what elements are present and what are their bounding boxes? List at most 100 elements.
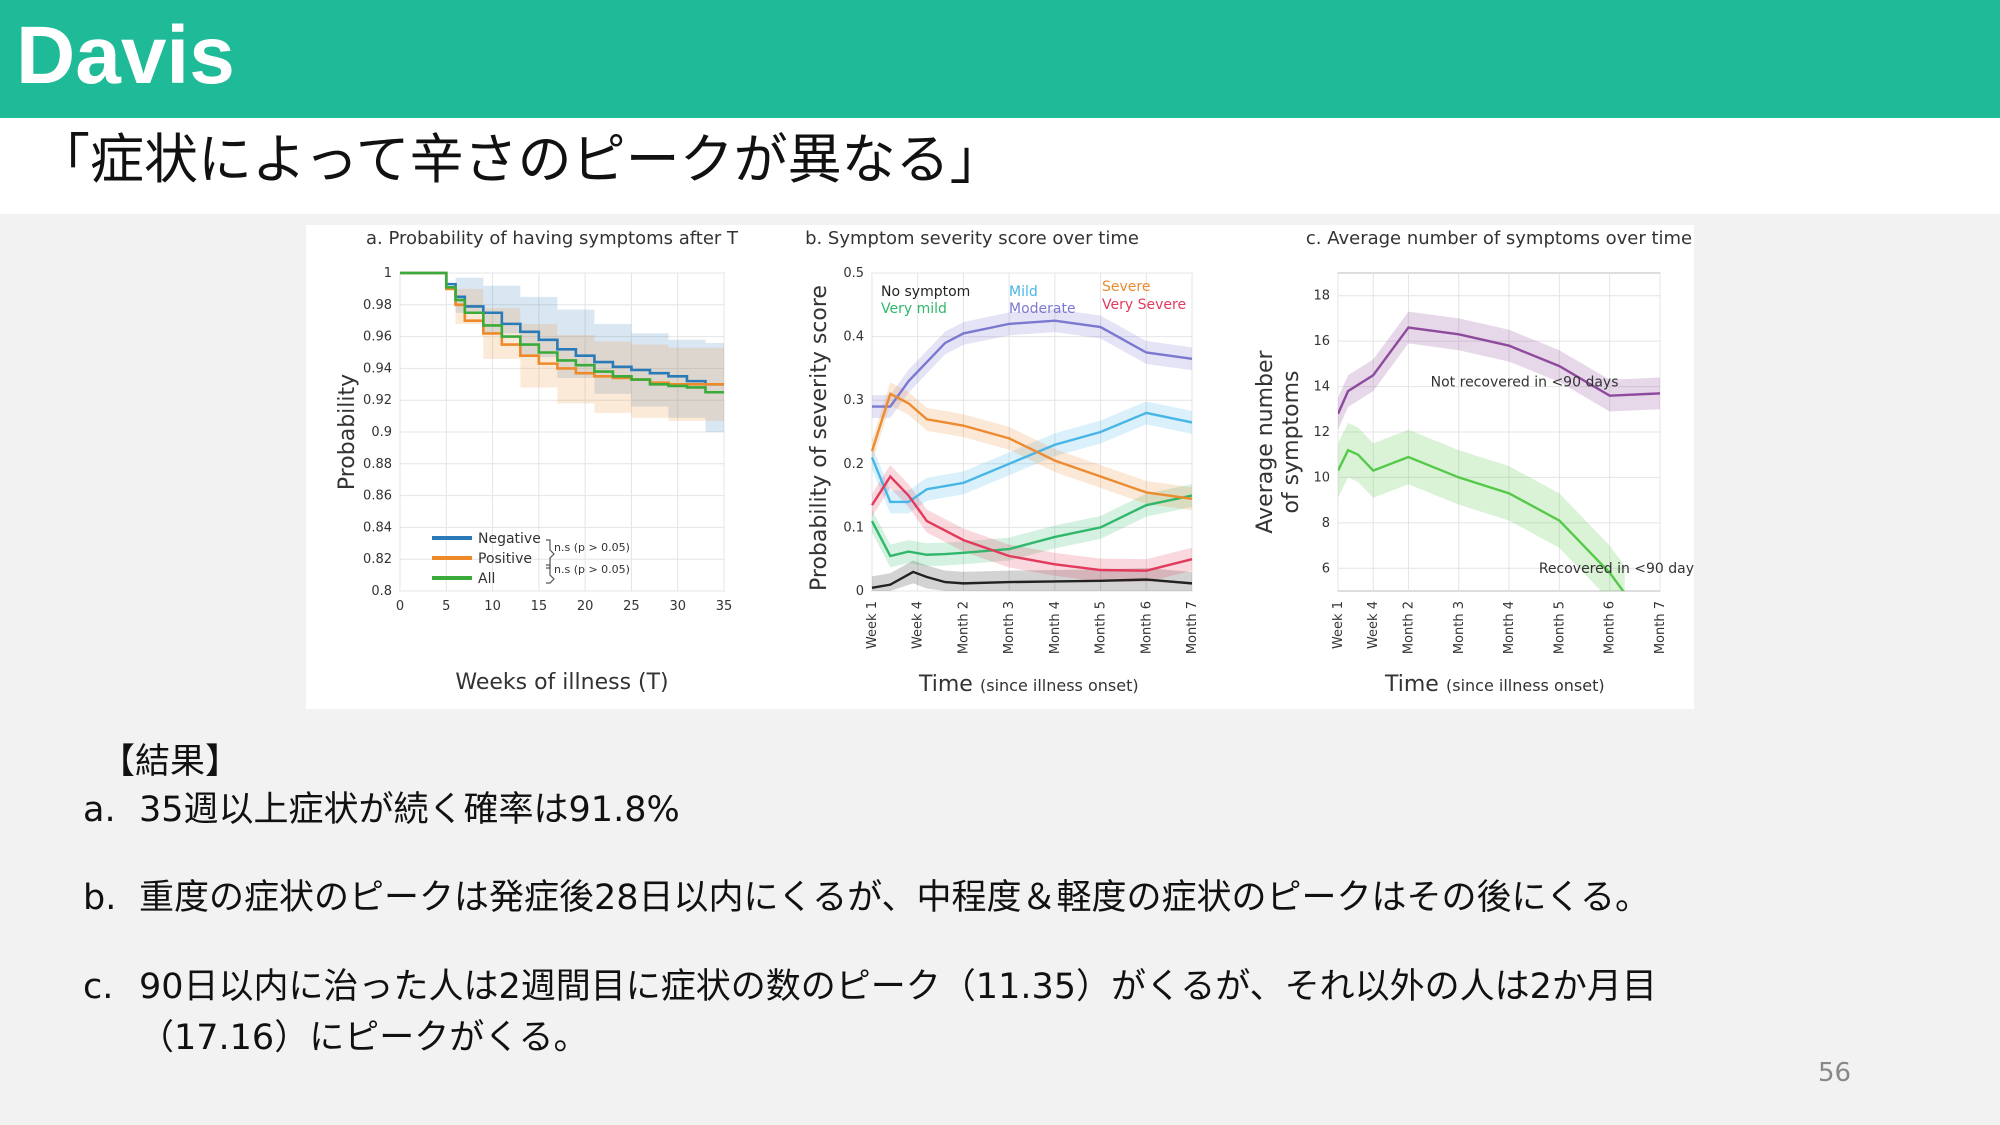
y-tick-label: 10 bbox=[1313, 470, 1330, 485]
legend-label: Positive bbox=[478, 551, 532, 567]
y-tick-label: 0 bbox=[856, 584, 864, 599]
legend-note: n.s (p > 0.05) bbox=[554, 541, 630, 554]
series-line bbox=[870, 411, 1193, 504]
x-tick-label: Month 4 bbox=[1502, 601, 1517, 654]
x-tick-label: Month 4 bbox=[1048, 601, 1063, 654]
page-number: 56 bbox=[1818, 1058, 1852, 1088]
x-tick-label: Month 3 bbox=[1002, 601, 1017, 654]
legend-label: Negative bbox=[478, 531, 541, 547]
x-tick-label: 25 bbox=[623, 599, 640, 614]
legend-label: All bbox=[478, 571, 495, 587]
confidence-band bbox=[400, 273, 724, 452]
header-banner: Davis bbox=[0, 0, 2000, 118]
x-axis-label-note-b: (since illness onset) bbox=[980, 676, 1139, 695]
confidence-band bbox=[872, 465, 1192, 583]
chart-title-a: a. Probability of having symptoms after … bbox=[366, 228, 739, 249]
legend-label: Very mild bbox=[881, 301, 947, 317]
y-tick-label: 0.86 bbox=[363, 489, 392, 504]
x-axis-label-c: Time bbox=[1384, 672, 1439, 697]
series-label: Recovered in <90 days bbox=[1539, 561, 1694, 577]
series-line bbox=[1338, 448, 1625, 591]
y-tick-label: 1 bbox=[384, 266, 392, 281]
x-axis-label-a: Weeks of illness (T) bbox=[455, 670, 668, 695]
note-text-continued: （17.16）にピークがくる。 bbox=[139, 1018, 589, 1058]
x-tick-label: Week 1 bbox=[1331, 601, 1346, 649]
figure-panel: 0 5 10 15 20 25 30 35 0.8 0.82 0.84 0.86 0.88 0.9 0.92… bbox=[306, 225, 1694, 709]
series-line bbox=[870, 392, 1193, 500]
confidence-band bbox=[872, 382, 1192, 511]
legend-label: Mild bbox=[1009, 284, 1038, 300]
y-tick-label: 0.5 bbox=[843, 266, 864, 281]
x-tick-label: 30 bbox=[669, 599, 686, 614]
x-tick-label: Month 5 bbox=[1552, 601, 1567, 654]
x-axis-label-b: Time bbox=[918, 672, 973, 697]
x-tick-label: Week 4 bbox=[911, 601, 926, 649]
x-tick-label: Week 1 bbox=[865, 601, 880, 649]
note-text: 重度の症状のピークは発症後28日以内にくるが、中程度＆軽度の症状のピークはその後… bbox=[139, 878, 1651, 918]
y-tick-label: 0.94 bbox=[363, 361, 392, 376]
charts-svg: 0 5 10 15 20 25 30 350.80.820.840.860.880.90.92… bbox=[335, 228, 1694, 697]
note-marker: a. bbox=[83, 790, 116, 830]
x-tick-label: Month 2 bbox=[1401, 601, 1416, 654]
series-line bbox=[871, 570, 1193, 590]
y-tick-label: 16 bbox=[1313, 334, 1330, 349]
y-tick-label: 0.3 bbox=[843, 393, 864, 408]
x-tick-label: Week 4 bbox=[1366, 601, 1381, 649]
x-tick-label: Month 6 bbox=[1603, 601, 1618, 654]
series-line bbox=[400, 271, 724, 386]
note-marker: b. bbox=[83, 878, 117, 918]
chart-title-c: c. Average number of symptoms over time bbox=[1306, 228, 1692, 249]
y-axis-label-a: Probability bbox=[335, 374, 360, 490]
x-tick-label: Month 3 bbox=[1452, 601, 1467, 654]
page-title: 「症状によって辛さのピークが異なる」 bbox=[36, 128, 1004, 191]
y-tick-label: 0.92 bbox=[363, 393, 392, 408]
chart-title-b: b. Symptom severity score over time bbox=[805, 228, 1139, 249]
x-tick-label: Month 2 bbox=[956, 601, 971, 654]
y-tick-label: 0.8 bbox=[371, 584, 392, 599]
series-line bbox=[870, 474, 1193, 572]
y-axis-label-c-line1: Average number bbox=[1253, 349, 1278, 533]
confidence-band bbox=[872, 309, 1192, 419]
y-tick-label: 0.82 bbox=[363, 552, 392, 567]
series-line bbox=[400, 271, 724, 394]
confidence-band bbox=[872, 484, 1192, 568]
y-axis-label-b: Probability of severity score bbox=[807, 285, 832, 591]
y-tick-label: 12 bbox=[1313, 425, 1330, 440]
y-tick-label: 0.88 bbox=[363, 457, 392, 472]
y-axis-label-c-line2: of symptoms bbox=[1279, 370, 1304, 513]
legend-note: n.s (p > 0.05) bbox=[554, 563, 630, 576]
y-tick-label: 18 bbox=[1313, 289, 1330, 304]
legend-bracket bbox=[546, 564, 555, 584]
y-tick-label: 0.96 bbox=[363, 330, 392, 345]
y-tick-label: 0.84 bbox=[363, 520, 392, 535]
series-line bbox=[870, 494, 1193, 558]
x-tick-label: 20 bbox=[577, 599, 594, 614]
y-tick-label: 0.98 bbox=[363, 298, 392, 313]
x-tick-label: Month 7 bbox=[1185, 601, 1200, 654]
y-tick-label: 14 bbox=[1313, 380, 1330, 395]
legend-label: Severe bbox=[1102, 279, 1150, 295]
series-label: Not recovered in <90 days bbox=[1431, 375, 1619, 391]
title-band bbox=[0, 118, 2000, 214]
y-tick-label: 8 bbox=[1322, 516, 1330, 531]
confidence-band bbox=[1338, 422, 1625, 591]
legend-label: Very Severe bbox=[1102, 297, 1186, 313]
x-tick-label: 0 bbox=[396, 599, 404, 614]
brand-title: Davis bbox=[16, 10, 235, 101]
legend-label: No symptom bbox=[881, 284, 970, 300]
x-tick-label: 35 bbox=[716, 599, 733, 614]
y-tick-label: 0.9 bbox=[371, 425, 392, 440]
confidence-band bbox=[1338, 311, 1660, 430]
x-tick-label: Month 7 bbox=[1653, 601, 1668, 654]
y-tick-label: 6 bbox=[1322, 561, 1330, 576]
note-a: a. 35週以上症状が続く確率は91.8% bbox=[83, 781, 680, 832]
note-b: b. 重度の症状のピークは発症後28日以内にくるが、中程度＆軽度の症状のピークはそ… bbox=[83, 869, 1650, 920]
result-label: 【結果】 bbox=[100, 742, 241, 782]
x-tick-label: 15 bbox=[531, 599, 548, 614]
y-tick-label: 0.4 bbox=[843, 330, 864, 345]
note-marker: c. bbox=[83, 967, 114, 1007]
x-axis-label-note-c: (since illness onset) bbox=[1446, 676, 1605, 695]
x-tick-label: 10 bbox=[484, 599, 501, 614]
y-tick-label: 0.1 bbox=[843, 520, 864, 535]
x-tick-label: 5 bbox=[442, 599, 450, 614]
